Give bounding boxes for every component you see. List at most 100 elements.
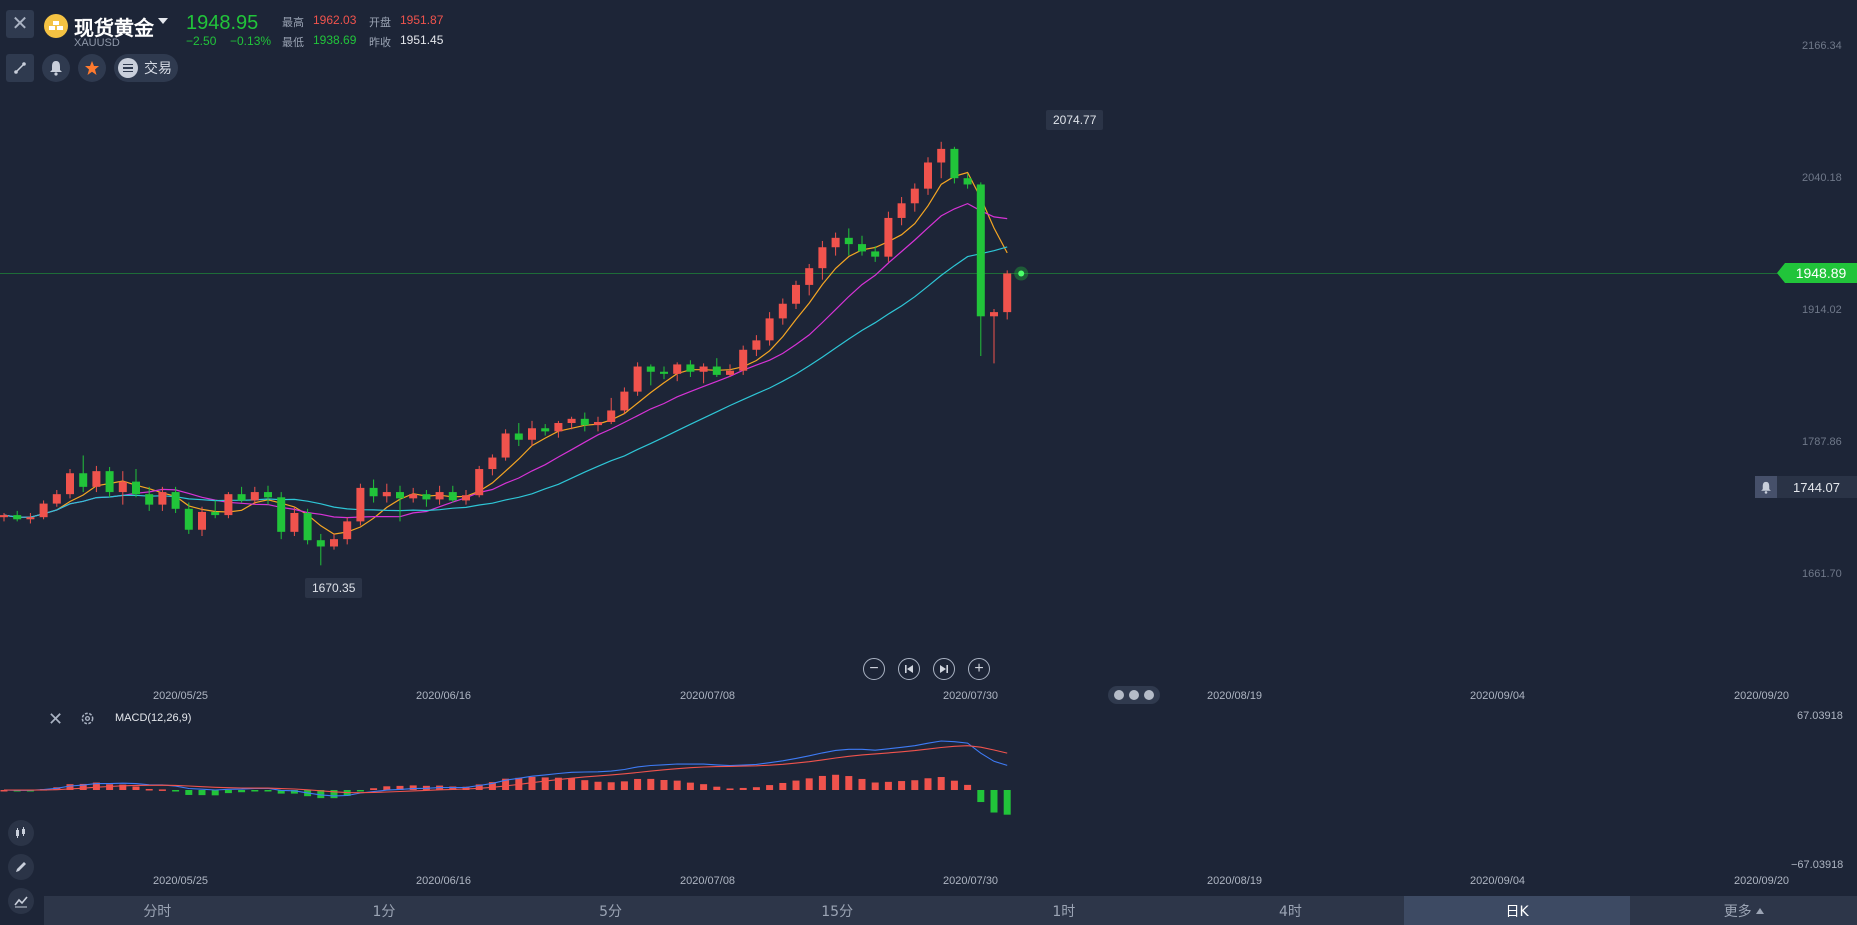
tab-5min[interactable]: 5分 bbox=[599, 903, 623, 920]
high-price-callout: 2074.77 bbox=[1046, 110, 1104, 130]
candle-body bbox=[765, 318, 774, 341]
date-axis-label: 2020/07/30 bbox=[943, 690, 999, 702]
candle-body bbox=[462, 495, 470, 501]
more-options-button[interactable] bbox=[1108, 686, 1160, 704]
macd-histogram-bar bbox=[132, 786, 140, 790]
zoom-in-button[interactable]: + bbox=[968, 658, 990, 680]
ma10-line bbox=[3, 202, 1008, 519]
indicator-settings-button[interactable] bbox=[80, 711, 95, 731]
instrument-name[interactable]: 现货黄金 bbox=[74, 16, 154, 40]
alert-price: 1744.07 bbox=[1793, 479, 1840, 495]
price-alert-line-label[interactable]: 1744.07 bbox=[1755, 476, 1857, 498]
tab-1hour[interactable]: 1时 bbox=[1052, 903, 1076, 920]
macd-histogram-bar bbox=[462, 786, 470, 790]
macd-histogram-bar bbox=[211, 790, 219, 796]
candle-body bbox=[422, 494, 431, 500]
macd-chart[interactable] bbox=[0, 720, 1790, 860]
price-change: −2.50 bbox=[186, 34, 217, 48]
candle-body bbox=[950, 148, 959, 179]
trade-button[interactable]: 交易 bbox=[114, 54, 178, 82]
tab-daily[interactable]: 日K bbox=[1403, 896, 1631, 925]
macd-histogram-bar bbox=[779, 782, 787, 790]
trade-label: 交易 bbox=[144, 61, 172, 77]
tab-timeshare[interactable]: 分时 bbox=[143, 903, 172, 920]
date-axis-label: 2020/06/16 bbox=[416, 690, 472, 702]
macd-histogram-bar bbox=[898, 781, 906, 790]
candle-body bbox=[105, 471, 114, 493]
tab-1min[interactable]: 1分 bbox=[372, 903, 396, 920]
gold-bar-icon bbox=[44, 14, 68, 38]
alert-button[interactable] bbox=[42, 54, 70, 82]
tab-15min[interactable]: 15分 bbox=[821, 903, 854, 920]
macd-histogram-bar bbox=[356, 790, 364, 792]
date-axis-label: 2020/09/20 bbox=[1734, 690, 1790, 702]
candle-body bbox=[369, 487, 378, 497]
candle-body bbox=[211, 511, 220, 516]
candle-body bbox=[92, 471, 101, 487]
candle-body bbox=[184, 508, 193, 530]
jump-start-button[interactable] bbox=[898, 658, 920, 680]
candle-body bbox=[290, 513, 299, 532]
tab-4hour[interactable]: 4时 bbox=[1278, 903, 1302, 920]
macd-histogram-bar bbox=[264, 790, 272, 792]
candle-body bbox=[805, 268, 814, 285]
macd-histogram-bar bbox=[845, 776, 853, 790]
open-value: 1951.87 bbox=[400, 13, 444, 27]
candle-body bbox=[66, 473, 74, 495]
macd-histogram-bar bbox=[554, 777, 562, 790]
candle-body bbox=[858, 244, 866, 252]
candle-body bbox=[79, 473, 88, 487]
date-axis-label: 2020/07/30 bbox=[943, 875, 999, 887]
macd-histogram-bar bbox=[145, 788, 153, 791]
candle-body bbox=[198, 511, 206, 530]
chevron-down-icon[interactable] bbox=[158, 18, 168, 24]
price-axis-label: 1787.86 bbox=[1802, 436, 1842, 448]
favorite-button[interactable] bbox=[78, 54, 106, 82]
candle-body bbox=[132, 481, 140, 495]
candle-body bbox=[26, 517, 35, 520]
candle-body bbox=[343, 521, 352, 540]
macd-histogram-bar bbox=[198, 790, 206, 796]
prev-close-value: 1951.45 bbox=[400, 33, 444, 47]
candle-body bbox=[277, 497, 286, 532]
price-axis-label: 2040.18 bbox=[1802, 172, 1842, 184]
candle-body bbox=[739, 349, 748, 371]
macd-histogram-bar bbox=[277, 790, 285, 794]
macd-histogram-bar bbox=[475, 784, 483, 790]
low-value: 1938.69 bbox=[313, 33, 357, 47]
macd-histogram-bar bbox=[594, 781, 602, 790]
candle-body bbox=[171, 492, 180, 509]
candle-body bbox=[237, 494, 246, 501]
jump-end-button[interactable] bbox=[933, 658, 955, 680]
macd-histogram-bar bbox=[488, 782, 496, 790]
price-change-percent: −0.13% bbox=[230, 34, 272, 48]
macd-histogram-bar bbox=[660, 779, 668, 790]
bell-icon bbox=[1755, 476, 1777, 498]
candle-body bbox=[316, 540, 325, 547]
close-indicator-button[interactable]: ✕ bbox=[48, 709, 64, 729]
candle-body bbox=[752, 340, 761, 350]
drawing-tool-button[interactable] bbox=[6, 54, 34, 82]
candlestick-chart[interactable] bbox=[0, 0, 1790, 690]
tab-more[interactable]: 更多 bbox=[1630, 896, 1857, 925]
date-axis-label: 2020/07/08 bbox=[680, 690, 736, 702]
draw-button[interactable] bbox=[8, 854, 34, 880]
macd-histogram-bar bbox=[383, 786, 391, 790]
candle-body bbox=[514, 433, 523, 440]
macd-histogram-bar bbox=[871, 782, 879, 790]
candle-body bbox=[686, 364, 695, 372]
open-label: 开盘 bbox=[369, 17, 391, 29]
macd-histogram-bar bbox=[224, 790, 232, 794]
zoom-out-button[interactable]: − bbox=[863, 658, 885, 680]
candle-body bbox=[501, 433, 510, 458]
indicator-button[interactable] bbox=[8, 888, 34, 914]
price-axis-label: 1914.02 bbox=[1802, 304, 1842, 316]
date-axis-label: 2020/05/25 bbox=[153, 875, 209, 887]
macd-histogram-bar bbox=[858, 778, 866, 790]
candle-body bbox=[660, 371, 668, 374]
chart-type-button[interactable] bbox=[8, 820, 34, 846]
candle-body bbox=[646, 366, 655, 372]
macd-histogram-bar bbox=[528, 776, 536, 790]
macd-histogram-bar bbox=[607, 782, 615, 790]
close-button[interactable]: ✕ bbox=[6, 10, 34, 38]
